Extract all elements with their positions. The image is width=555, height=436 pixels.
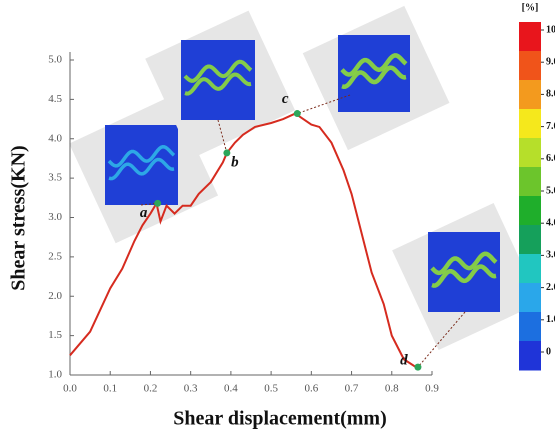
colorbar-band bbox=[519, 341, 541, 371]
colorbar-band bbox=[519, 254, 541, 284]
colorbar-band bbox=[519, 196, 541, 226]
colorbar-band bbox=[519, 312, 541, 342]
colorbar-tick-label: 4.0 bbox=[546, 217, 555, 228]
y-tick-label: 5.0 bbox=[48, 54, 62, 66]
chart: Shear displacement(mm) Shear stress(KN) … bbox=[0, 0, 555, 436]
colorbar-tick-label: 6.0 bbox=[546, 153, 555, 164]
colorbar-tick-label: 8.0 bbox=[546, 89, 555, 100]
y-tick-label: 2.0 bbox=[48, 290, 62, 302]
colorbar-band bbox=[519, 138, 541, 168]
y-tick-label: 4.5 bbox=[48, 93, 62, 105]
point-marker bbox=[294, 110, 301, 117]
colorbar-band bbox=[519, 225, 541, 255]
colorbar-tick-label: 7.0 bbox=[546, 121, 555, 132]
colorbar-tick-label: 1.0 bbox=[546, 314, 555, 325]
x-tick-label: 0.2 bbox=[144, 383, 158, 395]
y-tick-label: 1.0 bbox=[48, 369, 62, 381]
colorbar-band bbox=[519, 109, 541, 139]
y-axis-title: Shear stress(KN) bbox=[8, 145, 30, 290]
x-tick-label: 0.3 bbox=[184, 383, 198, 395]
colorbar-band bbox=[519, 51, 541, 81]
y-tick-label: 3.0 bbox=[48, 211, 62, 223]
colorbar-title: [%] bbox=[522, 2, 539, 13]
point-label: a bbox=[140, 205, 148, 221]
x-tick-label: 0.9 bbox=[425, 383, 439, 395]
x-axis-title: Shear displacement(mm) bbox=[173, 408, 387, 430]
y-tick-label: 3.5 bbox=[48, 172, 62, 184]
colorbar-band bbox=[519, 22, 541, 52]
x-tick-label: 0.4 bbox=[224, 383, 238, 395]
colorbar-tick-label: 9.0 bbox=[546, 56, 555, 67]
colorbar-tick-label: 3.0 bbox=[546, 250, 555, 261]
colorbar-band bbox=[519, 80, 541, 110]
colorbar-band bbox=[519, 167, 541, 197]
point-marker bbox=[223, 149, 230, 156]
point-marker bbox=[154, 200, 161, 207]
x-tick-label: 0.1 bbox=[103, 383, 117, 395]
point-label: c bbox=[282, 91, 289, 107]
x-tick-label: 0.0 bbox=[63, 383, 77, 395]
x-tick-label: 0.5 bbox=[264, 383, 278, 395]
y-tick-label: 4.0 bbox=[48, 132, 62, 144]
x-tick-label: 0.6 bbox=[304, 383, 318, 395]
colorbar-band bbox=[519, 283, 541, 313]
y-tick-label: 2.5 bbox=[48, 250, 62, 262]
colorbar-tick-label: 0 bbox=[546, 346, 551, 357]
point-label: b bbox=[231, 154, 239, 170]
colorbar-tick-label: 10 bbox=[546, 24, 555, 35]
x-tick-label: 0.7 bbox=[345, 383, 359, 395]
colorbar-tick-label: 2.0 bbox=[546, 282, 555, 293]
point-marker bbox=[414, 364, 421, 371]
point-label: d bbox=[400, 353, 408, 369]
y-tick-label: 1.5 bbox=[48, 329, 62, 341]
colorbar-tick-label: 5.0 bbox=[546, 185, 555, 196]
x-tick-label: 0.8 bbox=[385, 383, 399, 395]
